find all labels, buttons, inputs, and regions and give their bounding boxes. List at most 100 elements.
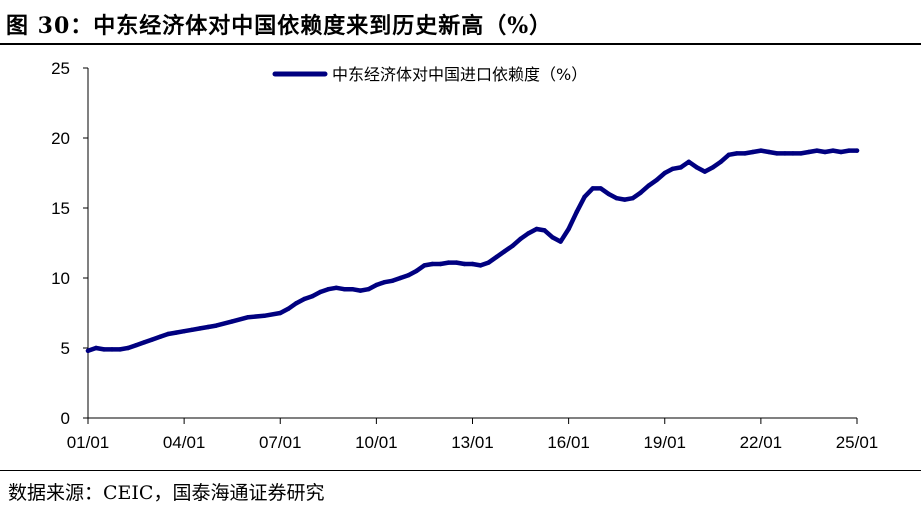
data-point — [422, 263, 427, 268]
data-point — [494, 254, 499, 260]
data-point — [734, 151, 739, 156]
y-axis-ticks: 0 5 10 15 20 25 — [51, 59, 88, 428]
figure-title: 图 30：中东经济体对中国依赖度来到历史新高（%） — [6, 13, 553, 39]
data-point — [382, 280, 387, 285]
chart-axes — [87, 68, 857, 419]
data-point — [486, 260, 491, 265]
data-point — [518, 236, 523, 241]
data-point — [165, 331, 171, 337]
data-point — [790, 151, 796, 156]
data-point — [662, 170, 667, 176]
x-tick-label: 04/01 — [163, 433, 206, 452]
data-point — [526, 231, 531, 236]
data-point — [614, 196, 619, 201]
data-point — [85, 348, 91, 353]
data-point — [374, 282, 379, 288]
series-line — [85, 148, 860, 354]
data-point — [854, 148, 860, 153]
y-tick-label: 25 — [51, 59, 70, 78]
data-point — [214, 323, 219, 328]
data-point — [398, 275, 403, 281]
data-point — [838, 149, 844, 155]
data-point — [574, 210, 579, 215]
data-point — [326, 287, 331, 292]
data-point — [446, 260, 451, 265]
y-tick-label: 20 — [51, 129, 70, 148]
data-point — [342, 287, 347, 292]
data-point — [582, 194, 587, 199]
x-tick-label: 16/01 — [547, 433, 590, 452]
data-point — [822, 149, 828, 155]
data-point — [806, 149, 812, 155]
data-point — [686, 159, 691, 164]
data-point — [782, 151, 788, 156]
data-point — [390, 278, 395, 283]
data-point — [430, 261, 435, 267]
data-point — [534, 226, 539, 232]
data-point — [502, 249, 507, 254]
data-point — [302, 296, 307, 302]
data-point — [206, 324, 211, 330]
data-point — [694, 165, 699, 170]
data-point — [101, 347, 107, 352]
data-point — [630, 196, 635, 201]
data-point — [758, 148, 764, 153]
data-point — [230, 319, 235, 324]
chart-series — [85, 148, 860, 354]
data-point — [246, 315, 251, 320]
x-axis-ticks: 01/01 04/01 07/01 10/01 13/01 16/01 19/01 22/01… — [67, 418, 879, 452]
data-point — [294, 301, 299, 306]
x-tick-label: 19/01 — [643, 433, 686, 452]
data-point — [414, 268, 419, 274]
data-point — [117, 347, 123, 352]
data-point — [542, 228, 547, 233]
data-point — [846, 148, 852, 153]
source-note: 数据来源：CEIC，国泰海通证券研究 — [8, 482, 325, 504]
data-point — [181, 329, 187, 334]
data-point — [125, 345, 131, 351]
data-point — [718, 159, 723, 164]
data-point — [774, 151, 780, 156]
data-point — [478, 263, 483, 268]
data-point — [173, 330, 179, 335]
data-point — [334, 285, 339, 290]
data-point — [622, 197, 627, 202]
data-point — [93, 345, 99, 351]
data-point — [606, 191, 611, 197]
data-point — [766, 149, 772, 155]
data-point — [278, 310, 283, 316]
data-point — [286, 306, 291, 311]
line-chart: 01/01 04/01 07/01 10/01 13/01 16/01 19/01 22/01… — [51, 59, 879, 452]
y-tick-label: 10 — [51, 269, 70, 288]
data-point — [510, 243, 515, 248]
y-tick-label: 0 — [61, 409, 70, 428]
data-point — [470, 261, 475, 267]
x-tick-label: 13/01 — [451, 433, 494, 452]
data-point — [462, 261, 467, 267]
x-tick-label: 01/01 — [67, 433, 110, 452]
source-divider — [0, 470, 921, 471]
data-point — [638, 190, 643, 195]
data-point — [149, 337, 155, 342]
data-point — [598, 186, 603, 191]
data-point — [310, 294, 315, 299]
data-point — [438, 261, 443, 267]
data-point — [550, 235, 555, 240]
data-point — [133, 343, 139, 348]
data-point — [702, 169, 707, 174]
data-point — [558, 239, 563, 244]
data-point — [262, 313, 267, 318]
data-point — [350, 287, 355, 292]
data-point — [814, 148, 820, 153]
data-point — [366, 287, 371, 292]
x-tick-label: 25/01 — [836, 433, 879, 452]
data-point — [358, 288, 363, 293]
data-point — [109, 347, 115, 352]
data-point — [798, 151, 804, 156]
data-point — [726, 152, 731, 157]
title-divider — [0, 43, 921, 45]
data-point — [670, 166, 675, 171]
x-tick-label: 10/01 — [355, 433, 398, 452]
data-point — [710, 165, 715, 170]
data-point — [742, 151, 748, 156]
